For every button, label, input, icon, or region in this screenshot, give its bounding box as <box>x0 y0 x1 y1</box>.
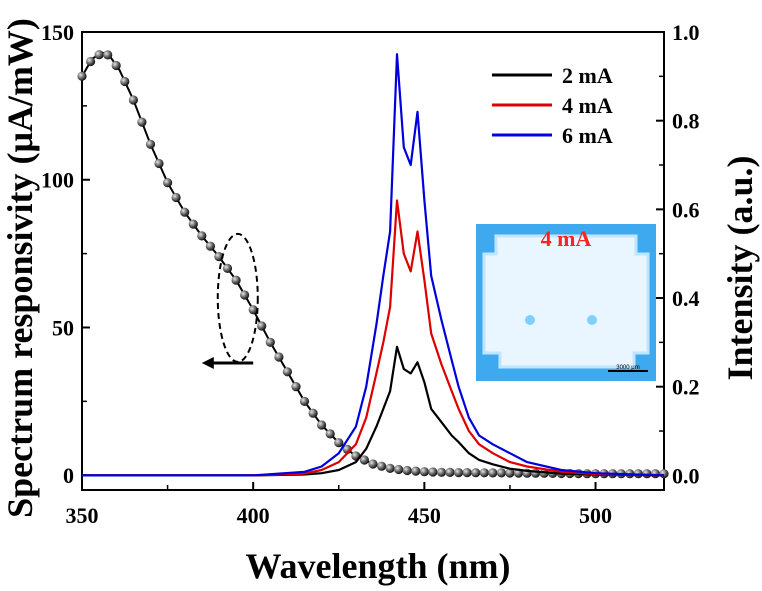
data-point <box>163 178 173 188</box>
data-point <box>317 420 327 430</box>
inset-pad <box>482 234 650 369</box>
legend-label: 2 mA <box>562 63 613 88</box>
y-right-tick-label: 0.0 <box>672 463 700 488</box>
data-point <box>445 467 455 477</box>
data-point <box>205 241 215 251</box>
legend-label: 6 mA <box>562 123 613 148</box>
data-point <box>436 467 447 477</box>
y-right-tick-label: 0.2 <box>672 375 700 400</box>
data-point <box>94 50 104 60</box>
y-right-tick-label: 0.4 <box>672 286 700 311</box>
legend-label: 4 mA <box>562 93 613 118</box>
data-point <box>180 207 190 217</box>
y-left-tick-label: 100 <box>41 168 74 193</box>
data-point <box>299 396 310 406</box>
legend: 2 mA 4 mA 6 mA <box>492 63 613 148</box>
data-point <box>471 468 481 478</box>
data-point <box>291 382 301 392</box>
scale-bar-label: 3000 μm <box>616 365 639 371</box>
data-point <box>411 466 421 476</box>
data-point <box>488 468 498 478</box>
data-point <box>462 468 472 478</box>
data-point <box>274 352 284 362</box>
data-point <box>86 56 96 67</box>
data-point <box>77 71 87 81</box>
data-point <box>257 321 267 331</box>
data-point <box>428 467 438 477</box>
plot-border <box>81 31 665 491</box>
annotations <box>201 232 259 369</box>
data-point <box>145 139 156 149</box>
responsivity-series <box>77 50 669 479</box>
intensity-line <box>82 345 665 477</box>
data-point <box>120 76 130 87</box>
data-point <box>240 290 250 300</box>
data-point <box>454 468 464 478</box>
data-point <box>154 158 164 169</box>
data-point <box>496 468 506 478</box>
data-point <box>128 95 138 105</box>
axis-ticks: 350 400 450 500 0 50 100 150 0.0 0.2 0.4 0.6 0.8 1.0 <box>41 20 700 528</box>
x-tick-label: 350 <box>66 503 99 528</box>
y-right-tick-label: 0.6 <box>672 197 700 222</box>
inset-label: 4 mA <box>541 226 592 251</box>
y-left-tick-label: 0 <box>63 463 74 488</box>
data-point <box>222 263 233 273</box>
data-point <box>419 467 429 477</box>
data-point <box>385 463 395 473</box>
data-point <box>659 469 669 479</box>
y-axis-right-label: Intensity (a.u.) <box>720 155 760 380</box>
y-right-tick-label: 1.0 <box>672 20 700 45</box>
inset-dot <box>587 315 597 325</box>
x-tick-label: 400 <box>237 503 270 528</box>
y-left-tick-label: 50 <box>52 315 74 340</box>
dashed-ellipse <box>216 232 259 363</box>
inset-photo: 4 mA 3000 μm <box>476 224 656 381</box>
x-tick-label: 500 <box>579 503 612 528</box>
inset-dot <box>525 315 535 325</box>
y-right-tick-label: 0.8 <box>672 109 700 134</box>
data-point <box>531 468 541 478</box>
data-point <box>479 468 489 478</box>
data-point <box>402 465 412 476</box>
plot-frame <box>81 31 665 491</box>
y-axis-left-label: Spectrum responsivity (μA/mW) <box>0 18 40 518</box>
data-point <box>377 461 387 471</box>
data-point <box>137 117 147 127</box>
data-point <box>197 231 207 241</box>
data-point <box>325 429 335 439</box>
x-tick-label: 450 <box>408 503 441 528</box>
data-point <box>334 438 344 448</box>
data-point <box>394 464 404 475</box>
data-point <box>650 469 661 479</box>
data-point <box>188 219 198 229</box>
data-point <box>103 50 113 60</box>
data-point <box>214 252 224 262</box>
arrow-head <box>201 356 214 369</box>
data-point <box>359 455 369 465</box>
x-axis-label: Wavelength (nm) <box>246 546 511 586</box>
data-point <box>248 305 258 315</box>
intensity-line <box>82 53 665 477</box>
data-point <box>111 60 121 71</box>
data-point <box>282 367 292 377</box>
data-point <box>171 192 181 203</box>
data-point <box>231 275 241 285</box>
intensity-line <box>82 199 665 477</box>
data-point <box>265 337 275 347</box>
data-point <box>368 459 378 469</box>
data-point <box>505 468 515 478</box>
y-left-tick-label: 150 <box>41 20 74 45</box>
data-point <box>308 408 318 418</box>
intensity-series <box>82 53 665 477</box>
